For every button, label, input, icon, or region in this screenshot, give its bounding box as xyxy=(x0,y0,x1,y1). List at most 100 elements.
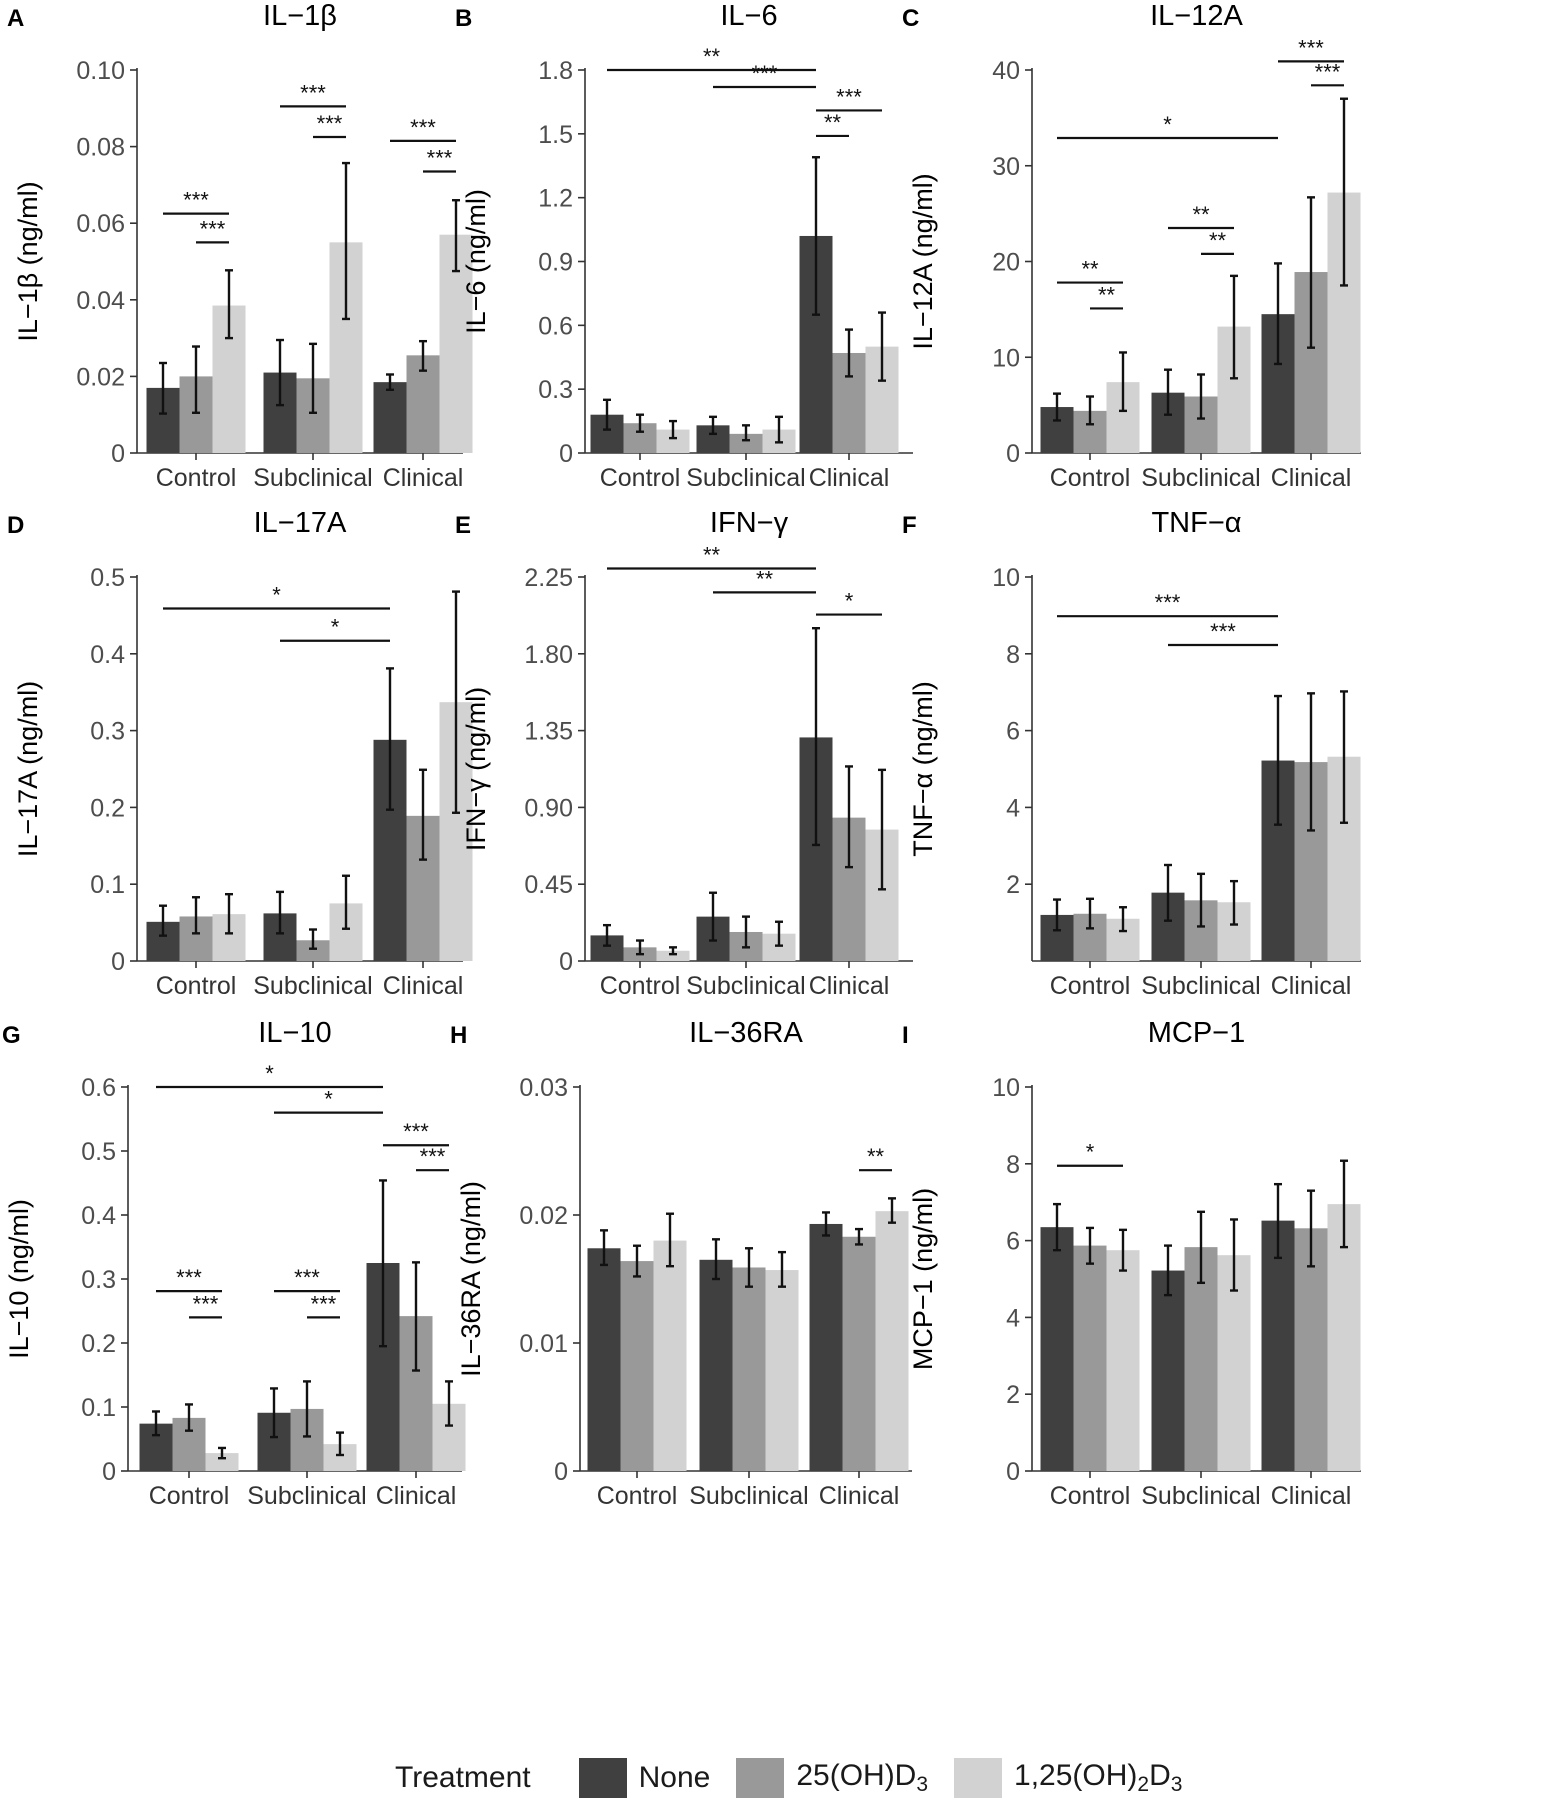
x-tick-label: Control xyxy=(156,972,237,1000)
significance-label: *** xyxy=(1315,59,1341,84)
chart-title: IL−12A xyxy=(1150,0,1243,32)
bar-control-2 xyxy=(205,1453,239,1471)
significance-label: * xyxy=(1086,1140,1095,1165)
bar-clinical-2 xyxy=(1327,1204,1361,1471)
x-tick-label: Control xyxy=(1050,972,1131,1000)
y-tick-label: 8 xyxy=(1006,641,1020,669)
y-tick-label: 0.3 xyxy=(81,1266,116,1294)
x-tick-label: Control xyxy=(149,1482,230,1510)
significance-label: *** xyxy=(200,216,226,241)
panel-letter: H xyxy=(450,1022,467,1049)
y-tick-label: 0.06 xyxy=(76,210,125,238)
legend-title: Treatment xyxy=(395,1760,531,1794)
x-tick-label: Subclinical xyxy=(1141,464,1261,492)
chart-title: IL−6 xyxy=(720,0,777,32)
y-tick-label: 20 xyxy=(992,249,1020,277)
significance-label: *** xyxy=(317,111,343,136)
y-tick-label: 0.2 xyxy=(90,794,125,822)
y-tick-label: 0.03 xyxy=(519,1074,568,1102)
chart-title: IL−36RA xyxy=(689,1017,803,1049)
significance-label: * xyxy=(845,589,854,614)
y-axis-label: TNF−α (ng/ml) xyxy=(908,681,938,856)
y-tick-label: 0.08 xyxy=(76,134,125,162)
panel-letter: A xyxy=(7,5,24,32)
bar-clinical-0 xyxy=(809,1223,843,1471)
y-tick-label: 0.4 xyxy=(81,1202,116,1230)
y-tick-label: 1.80 xyxy=(524,641,573,669)
x-tick-label: Control xyxy=(156,464,237,492)
y-tick-label: 0.01 xyxy=(519,1330,568,1358)
y-axis-label: IL−1β (ng/ml) xyxy=(13,181,43,341)
x-tick-label: Clinical xyxy=(809,972,890,1000)
chart-panel-c: C IL−12A IL−12A (ng/ml) 0 10 20 30 40 Control Sub… xyxy=(902,0,1361,492)
significance-label: *** xyxy=(311,1291,337,1316)
panel-letter: B xyxy=(455,5,472,32)
y-axis-label: IFN−γ (ng/ml) xyxy=(461,687,491,851)
significance-label: *** xyxy=(427,145,453,170)
x-tick-label: Subclinical xyxy=(689,1482,809,1510)
bar-subclinical-1 xyxy=(296,940,330,961)
y-tick-label: 0.10 xyxy=(76,57,125,85)
y-tick-label: 2 xyxy=(1006,871,1020,899)
y-tick-label: 0 xyxy=(1006,1458,1020,1486)
panel-letter: F xyxy=(902,512,917,539)
significance-label: *** xyxy=(183,188,209,213)
significance-label: *** xyxy=(1155,590,1181,615)
x-tick-label: Clinical xyxy=(1271,1482,1352,1510)
y-axis-label: IL−6 (ng/ml) xyxy=(461,189,491,334)
legend: Treatment None 25(OH)D3 1,25(OH)2D3 xyxy=(395,1755,1208,1800)
y-tick-label: 6 xyxy=(1006,1228,1020,1256)
legend-swatch-none xyxy=(578,1757,627,1798)
significance-label: ** xyxy=(1192,202,1210,227)
chart-panel-e: E IFN−γ IFN−γ (ng/ml) 0 0.45 0.90 1.35 1.80 2.25… xyxy=(455,507,913,1000)
legend-swatch-125oh2d3 xyxy=(954,1757,1003,1798)
y-tick-label: 0.45 xyxy=(524,871,573,899)
y-tick-label: 4 xyxy=(1006,1304,1020,1332)
legend-item-none: None xyxy=(578,1757,710,1798)
significance-label: *** xyxy=(752,61,778,86)
y-axis-label: IL−12A (ng/ml) xyxy=(908,173,938,349)
x-tick-label: Control xyxy=(1050,464,1131,492)
bar-control-2 xyxy=(653,1240,687,1471)
bar-clinical-1 xyxy=(842,1236,876,1471)
panel-letter: E xyxy=(455,512,471,539)
legend-label-25ohd3: 25(OH)D3 xyxy=(796,1758,929,1796)
chart-panel-d: D IL−17A IL−17A (ng/ml) 0 0.1 0.2 0.3 0.4 0.5 Con… xyxy=(7,507,473,1000)
significance-label: *** xyxy=(420,1144,446,1169)
y-axis-label: IL−36RA (ng/ml) xyxy=(456,1181,486,1377)
significance-label: ** xyxy=(867,1144,885,1169)
y-tick-label: 0.02 xyxy=(519,1202,568,1230)
x-tick-label: Subclinical xyxy=(253,464,373,492)
significance-label: ** xyxy=(703,542,721,567)
y-tick-label: 1.2 xyxy=(538,185,573,213)
chart-panel-b: B IL−6 IL−6 (ng/ml) 0 0.3 0.6 0.9 1.2 1.5 1.8 Cont… xyxy=(455,0,913,492)
chart-title: IL−10 xyxy=(258,1017,331,1049)
bar-control-2 xyxy=(1106,1250,1140,1471)
y-axis-label: MCP−1 (ng/ml) xyxy=(908,1188,938,1370)
y-tick-label: 10 xyxy=(992,1074,1020,1102)
y-tick-label: 0.6 xyxy=(81,1074,116,1102)
x-tick-label: Clinical xyxy=(1271,464,1352,492)
significance-label: *** xyxy=(410,115,436,140)
significance-label: *** xyxy=(300,80,326,105)
significance-label: *** xyxy=(1298,35,1324,60)
bar-subclinical-1 xyxy=(729,433,763,453)
panel-letter: C xyxy=(902,5,919,32)
x-tick-label: Control xyxy=(1050,1482,1131,1510)
y-tick-label: 0.6 xyxy=(538,312,573,340)
significance-label: *** xyxy=(294,1265,320,1290)
legend-item-25ohd3: 25(OH)D3 xyxy=(736,1757,929,1798)
significance-label: *** xyxy=(1210,619,1236,644)
chart-panel-f: F TNF−α TNF−α (ng/ml) 2 4 6 8 10 Control Subclini… xyxy=(902,507,1361,1000)
y-tick-label: 30 xyxy=(992,153,1020,181)
chart-panel-h: H IL−36RA IL−36RA (ng/ml) 0 0.01 0.02 0.03 Cont… xyxy=(450,1017,912,1510)
x-tick-label: Clinical xyxy=(383,972,464,1000)
x-tick-label: Subclinical xyxy=(686,464,806,492)
panel-letter: D xyxy=(7,512,24,539)
y-tick-label: 40 xyxy=(992,57,1020,85)
chart-panel-i: I MCP−1 MCP−1 (ng/ml) 0 2 4 6 8 10 Control Subclin… xyxy=(902,1017,1361,1510)
panel-letter: G xyxy=(2,1022,21,1049)
x-tick-label: Subclinical xyxy=(253,972,373,1000)
significance-label: * xyxy=(1163,112,1172,137)
